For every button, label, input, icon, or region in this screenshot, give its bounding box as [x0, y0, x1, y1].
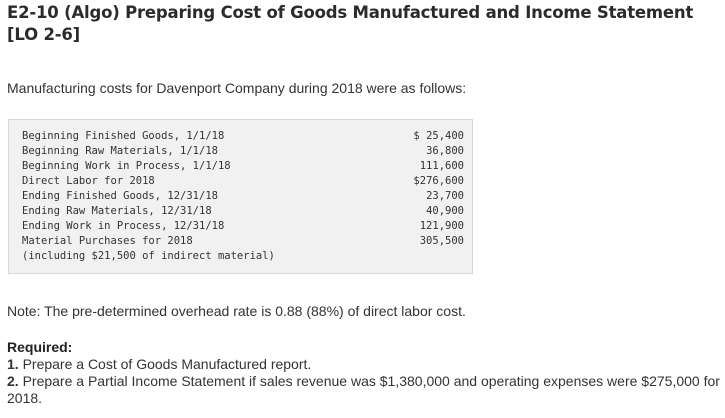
cost-row: Beginning Raw Materials, 1/1/18 36,800: [22, 144, 464, 159]
cost-row: Beginning Work in Process, 1/1/18 111,60…: [22, 159, 464, 174]
cost-label: Ending Finished Goods, 12/31/18: [22, 190, 218, 202]
required-item-text: Prepare a Cost of Goods Manufactured rep…: [22, 356, 312, 372]
required-item: 2. Prepare a Partial Income Statement if…: [7, 373, 723, 407]
cost-amount: $276,600: [413, 175, 464, 187]
intro-text: Manufacturing costs for Davenport Compan…: [7, 80, 467, 96]
cost-data-box: Beginning Finished Goods, 1/1/18 $ 25,40…: [8, 119, 473, 274]
cost-row: Ending Raw Materials, 12/31/18 40,900: [22, 204, 464, 219]
cost-row: Material Purchases for 2018 305,500: [22, 234, 464, 249]
cost-label: Beginning Finished Goods, 1/1/18: [22, 130, 225, 142]
cost-amount: 40,900: [426, 205, 464, 217]
cost-label: Beginning Work in Process, 1/1/18: [22, 160, 231, 172]
cost-label: Direct Labor for 2018: [22, 175, 155, 187]
exercise-title: E2-10 (Algo) Preparing Cost of Goods Man…: [7, 3, 694, 44]
required-item-text: Prepare a Partial Income Statement if sa…: [7, 373, 720, 406]
cost-amount: 36,800: [426, 145, 464, 157]
required-item-number: 1.: [7, 356, 19, 372]
cost-row: Ending Finished Goods, 12/31/18 23,700: [22, 189, 464, 204]
cost-amount: 111,600: [419, 160, 464, 172]
required-item-number: 2.: [7, 373, 19, 389]
required-heading: Required:: [7, 339, 73, 355]
cost-row: Ending Work in Process, 12/31/18 121,900: [22, 219, 464, 234]
cost-row: Beginning Finished Goods, 1/1/18 $ 25,40…: [22, 129, 464, 144]
cost-amount: $ 25,400: [413, 130, 464, 142]
cost-row: (including $21,500 of indirect material): [22, 249, 464, 264]
cost-amount: 305,500: [419, 235, 464, 247]
cost-label: Material Purchases for 2018: [22, 235, 193, 247]
cost-table: Beginning Finished Goods, 1/1/18 $ 25,40…: [22, 129, 464, 264]
cost-row: Direct Labor for 2018 $276,600: [22, 174, 464, 189]
cost-amount: 121,900: [419, 220, 464, 232]
cost-label: Ending Raw Materials, 12/31/18: [22, 205, 212, 217]
required-section: Required: 1. Prepare a Cost of Goods Man…: [7, 339, 723, 407]
overhead-note: Note: The pre-determined overhead rate i…: [7, 303, 466, 319]
cost-label: (including $21,500 of indirect material): [22, 250, 275, 262]
cost-label: Ending Work in Process, 12/31/18: [22, 220, 225, 232]
required-item: 1. Prepare a Cost of Goods Manufactured …: [7, 356, 723, 373]
cost-amount: 23,700: [426, 190, 464, 202]
cost-label: Beginning Raw Materials, 1/1/18: [22, 145, 218, 157]
